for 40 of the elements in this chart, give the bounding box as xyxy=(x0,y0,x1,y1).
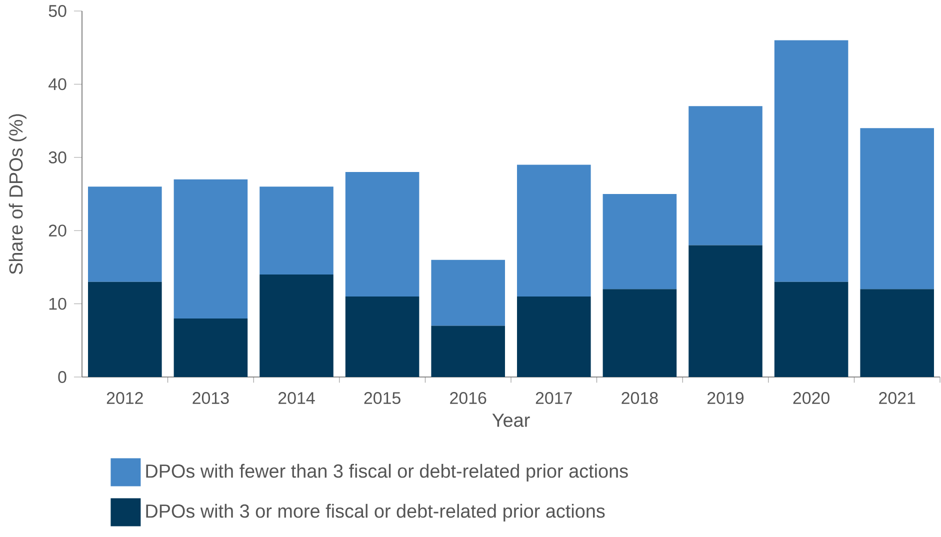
x-tick-label: 2017 xyxy=(536,392,572,404)
x-tick-label: 2015 xyxy=(364,392,400,404)
bar xyxy=(517,296,591,377)
bar xyxy=(602,194,677,290)
y-axis-title: Share of DPOs (%) xyxy=(8,114,26,274)
bar xyxy=(860,128,934,290)
bar xyxy=(688,245,762,377)
bar xyxy=(260,186,334,275)
bar xyxy=(88,282,162,377)
bar xyxy=(260,274,334,377)
x-tick-label: 2016 xyxy=(450,392,486,404)
x-tick-label: 2013 xyxy=(192,392,229,404)
y-tick-label: 30 xyxy=(48,151,66,164)
x-tick-label: 2020 xyxy=(793,392,830,404)
bar xyxy=(517,164,591,296)
y-tick-label: 10 xyxy=(49,298,66,310)
legend-label: DPOs with 3 or more fiscal or debt-related prior actions xyxy=(146,504,605,522)
x-tick-label: 2018 xyxy=(622,392,658,404)
bar xyxy=(345,172,420,296)
x-tick-label: 2014 xyxy=(278,392,315,404)
x-tick-label: 2012 xyxy=(106,392,143,404)
y-tick-label: 50 xyxy=(48,5,66,17)
bar xyxy=(774,282,848,377)
bar xyxy=(688,106,762,246)
x-tick-label: 2019 xyxy=(708,392,744,404)
legend-label: DPOs with fewer than 3 fiscal or debt-related prior actions xyxy=(146,464,628,482)
y-tick-label: 40 xyxy=(48,78,66,90)
bar xyxy=(88,186,162,282)
bar xyxy=(431,260,505,326)
y-tick-label: 0 xyxy=(58,371,66,383)
bar xyxy=(174,318,248,377)
bar xyxy=(860,289,934,377)
bar xyxy=(602,289,677,377)
y-tick-label: 20 xyxy=(48,224,66,237)
bar xyxy=(431,326,505,377)
bar xyxy=(174,179,248,318)
x-tick-label: 2021 xyxy=(879,392,916,404)
bar xyxy=(774,40,848,282)
x-axis-title: Year xyxy=(492,414,530,427)
bar xyxy=(345,296,420,377)
